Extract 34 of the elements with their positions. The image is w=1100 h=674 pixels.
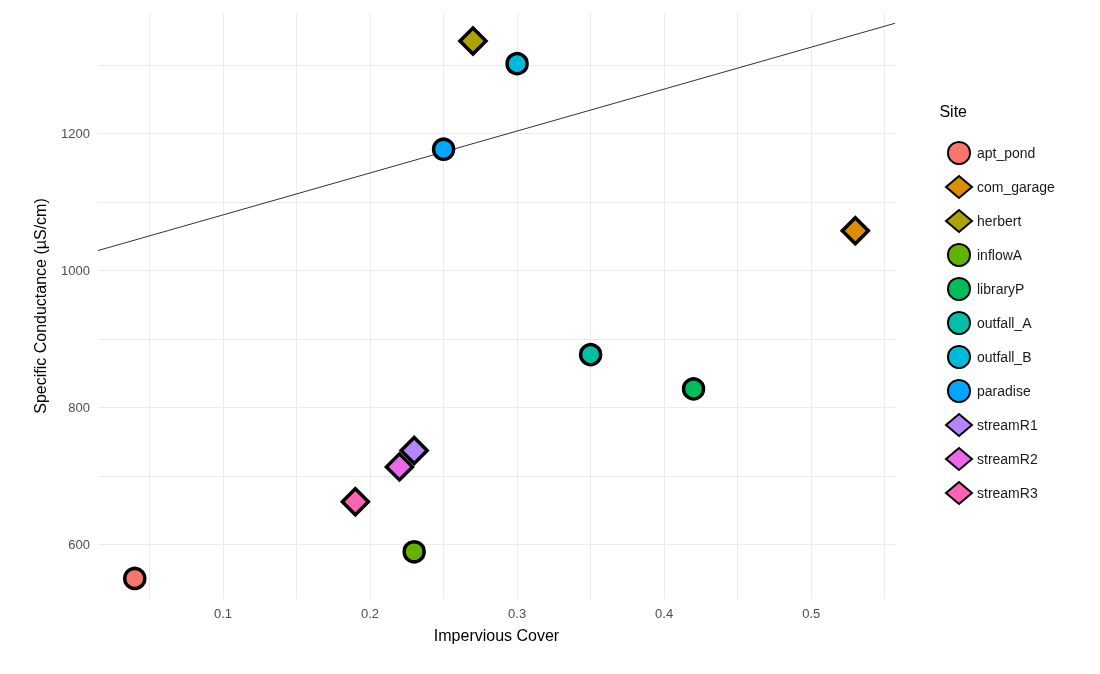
legend-label: com_garage	[977, 179, 1056, 195]
legend-label: outfall_B	[977, 349, 1032, 365]
point	[340, 487, 371, 517]
point	[578, 342, 603, 367]
y-tick-label: 800	[68, 399, 90, 415]
legend-label: streamR1	[977, 417, 1038, 433]
point	[431, 137, 456, 161]
y-axis-title: Specific Conductance (µS/cm)	[31, 198, 49, 414]
x-tick-label: 0.2	[361, 606, 380, 621]
x-tick-label: 0.5	[802, 606, 821, 621]
point	[505, 51, 529, 76]
legend-label: libraryP	[977, 281, 1025, 297]
x-tick-label: 0.4	[655, 606, 674, 621]
x-axis-title: Impervious Cover	[433, 626, 560, 644]
legend-label: paradise	[977, 383, 1031, 399]
legend-label: streamR3	[977, 485, 1038, 501]
point	[123, 566, 147, 591]
x-tick-label: 0.3	[508, 606, 527, 621]
point	[399, 435, 429, 466]
x-tick-label: 0.1	[213, 606, 233, 621]
legend-label: inflowA	[977, 247, 1023, 263]
point	[681, 377, 706, 401]
legend-label: herbert	[977, 213, 1022, 229]
legend-label: outfall_A	[977, 315, 1033, 331]
point	[458, 26, 488, 56]
legend-label: streamR2	[977, 451, 1038, 467]
y-tick-label: 1000	[61, 262, 90, 278]
y-tick-label: 600	[68, 536, 90, 552]
legend-title: Site	[939, 102, 968, 120]
point	[840, 215, 871, 246]
point	[402, 540, 426, 564]
y-tick-label: 1200	[61, 125, 90, 141]
point	[384, 452, 415, 482]
legend-label: apt_pond	[977, 145, 1036, 161]
